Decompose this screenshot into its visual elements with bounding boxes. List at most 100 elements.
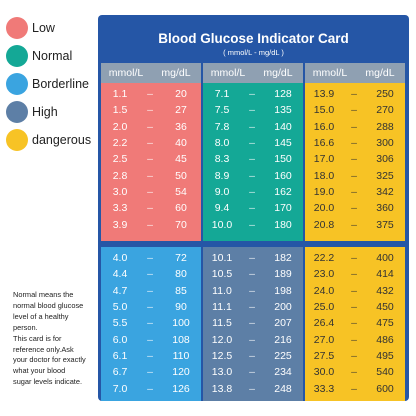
dash-separator: –	[249, 218, 255, 231]
dash-separator: –	[147, 202, 153, 215]
indicator-card: Blood Glucose Indicator Card ( mmol/L - …	[98, 15, 409, 401]
range-block-high: 10.1 – 182 10.5 – 189 11.0 – 198 11.1 – 200 11.5 – 207…	[203, 247, 303, 401]
dash-separator: –	[249, 153, 255, 166]
dash-separator: –	[249, 317, 255, 330]
mmol-value: 7.0	[112, 382, 128, 395]
header-mmol: mmol/L	[210, 67, 246, 79]
table-row: 1.1 – 20	[101, 86, 201, 102]
table-row: 12.0 – 216	[203, 331, 303, 347]
mgdl-value: 306	[376, 153, 394, 166]
mmol-value: 2.5	[112, 153, 128, 166]
dash-separator: –	[147, 333, 153, 346]
mmol-value: 16.0	[313, 120, 335, 133]
mmol-value: 2.0	[112, 120, 128, 133]
mgdl-value: 225	[274, 349, 292, 362]
mgdl-value: 189	[274, 268, 292, 281]
mgdl-value: 160	[274, 169, 292, 182]
mgdl-value: 85	[175, 284, 187, 297]
mgdl-value: 162	[274, 185, 292, 198]
mmol-value: 13.8	[211, 382, 233, 395]
mgdl-value: 108	[172, 333, 190, 346]
legend-label: Normal	[32, 49, 73, 63]
note-line: reference only.Ask	[13, 344, 74, 354]
table-column-1: mmol/L mg/dL 1.1–20 1.5–27 2.0–36 2.2–40 2.5–4…	[101, 63, 201, 401]
mgdl-value: 72	[175, 252, 187, 265]
dash-separator: –	[147, 252, 153, 265]
mmol-value: 27.0	[313, 333, 335, 346]
dash-separator: –	[147, 366, 153, 379]
mmol-value: 9.0	[214, 185, 230, 198]
table-row: 3.9 – 70	[101, 216, 201, 232]
mmol-value: 12.0	[211, 333, 233, 346]
mmol-value: 8.3	[214, 153, 230, 166]
note-line: what your blood	[13, 366, 66, 376]
note-line: person.	[13, 322, 38, 332]
mgdl-value: 432	[376, 284, 394, 297]
dash-separator: –	[147, 120, 153, 133]
table-row: 9.0 – 162	[203, 184, 303, 200]
mgdl-value: 288	[376, 120, 394, 133]
dash-separator: –	[351, 137, 357, 150]
table-row: 19.0 – 342	[305, 184, 405, 200]
table-column-2: mmol/L mg/dL 7.1–128 7.5–135 7.8–140 8.0–145 8…	[203, 63, 303, 401]
table-row: 6.7 – 120	[101, 364, 201, 380]
table-row: 30.0 – 540	[305, 364, 405, 380]
dash-separator: –	[351, 88, 357, 101]
table-row: 13.9 – 250	[305, 86, 405, 102]
mmol-value: 3.0	[112, 185, 128, 198]
dash-separator: –	[249, 284, 255, 297]
mmol-value: 4.7	[112, 284, 128, 297]
note-line: your doctor for exactly	[13, 355, 86, 365]
dash-separator: –	[351, 185, 357, 198]
table-row: 15.0 – 270	[305, 102, 405, 118]
dash-separator: –	[147, 349, 153, 362]
mgdl-value: 375	[376, 218, 394, 231]
mgdl-value: 207	[274, 317, 292, 330]
dash-separator: –	[351, 169, 357, 182]
legend-item: Normal	[6, 42, 98, 70]
note-line: sugar levels indicate.	[13, 377, 83, 387]
mgdl-value: 128	[274, 88, 292, 101]
mgdl-value: 145	[274, 137, 292, 150]
table-row: 9.4 – 170	[203, 200, 303, 216]
table-row: 4.0 – 72	[101, 250, 201, 266]
dash-separator: –	[351, 268, 357, 281]
table-row: 26.4 – 475	[305, 315, 405, 331]
mmol-value: 16.6	[313, 137, 335, 150]
table-row: 2.2 – 40	[101, 135, 201, 151]
mmol-value: 11.0	[212, 284, 232, 297]
table-row: 22.2 – 400	[305, 250, 405, 266]
mgdl-value: 110	[172, 349, 190, 362]
dash-separator: –	[351, 153, 357, 166]
table-row: 17.0 – 306	[305, 151, 405, 167]
table-row: 4.7 – 85	[101, 283, 201, 299]
legend-dot-icon	[6, 101, 28, 123]
card-title: Blood Glucose Indicator Card	[158, 31, 349, 46]
mmol-value: 10.0	[211, 218, 233, 231]
dash-separator: –	[351, 333, 357, 346]
dash-separator: –	[351, 301, 357, 314]
dash-separator: –	[249, 333, 255, 346]
range-block-low: 1.1 – 20 1.5 – 27 2.0 – 36 2.2 – 40 2.5 – 45 2.8 – 50 3.0 –…	[101, 83, 201, 241]
table-row: 23.0 – 414	[305, 266, 405, 282]
table-row: 2.0 – 36	[101, 119, 201, 135]
table-row: 27.5 – 495	[305, 348, 405, 364]
mmol-value: 10.5	[211, 268, 233, 281]
mgdl-value: 80	[175, 268, 187, 281]
mgdl-value: 450	[376, 301, 394, 314]
reference-note: Normal means the normal blood glucose leve…	[13, 290, 101, 388]
dash-separator: –	[249, 202, 255, 215]
dash-separator: –	[147, 284, 153, 297]
mmol-value: 2.2	[112, 137, 128, 150]
table-row: 25.0 – 450	[305, 299, 405, 315]
legend-dot-icon	[6, 45, 28, 67]
table-row: 11.0 – 198	[203, 283, 303, 299]
table-row: 16.6 – 300	[305, 135, 405, 151]
mgdl-value: 495	[376, 349, 394, 362]
mgdl-value: 250	[376, 88, 394, 101]
mgdl-value: 325	[376, 169, 394, 182]
column-header: mmol/L mg/dL	[101, 63, 201, 83]
mmol-value: 3.9	[112, 218, 128, 231]
table-row: 16.0 – 288	[305, 119, 405, 135]
table-row: 2.8 – 50	[101, 167, 201, 183]
